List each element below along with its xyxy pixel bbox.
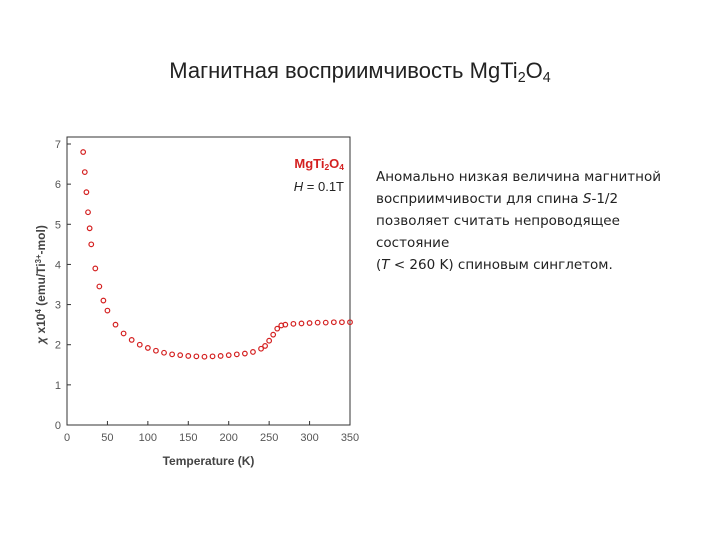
text-segment: H bbox=[294, 179, 304, 194]
text-segment: S bbox=[583, 191, 592, 207]
data-point bbox=[104, 307, 111, 314]
text-segment: x10 bbox=[34, 313, 48, 337]
y-tick-label: 0 bbox=[55, 420, 61, 432]
data-point bbox=[322, 319, 329, 326]
data-point bbox=[120, 330, 127, 337]
text-segment: χ bbox=[34, 336, 48, 346]
plot-frame bbox=[66, 136, 351, 426]
text-segment: 3+ bbox=[34, 254, 43, 263]
data-point bbox=[270, 331, 277, 338]
data-point bbox=[347, 319, 353, 326]
body-line: восприимчивости для спина S-1/2 bbox=[376, 191, 618, 207]
slide-title: Магнитная восприимчивость MgTi2O4 bbox=[169, 58, 551, 86]
data-point bbox=[314, 319, 321, 326]
data-point bbox=[201, 353, 208, 360]
body-line: Аномально низкая величина магнитной bbox=[376, 169, 661, 185]
text-segment: Аномально низкая величина магнитной bbox=[376, 169, 661, 185]
x-axis-label: Temperature (K) bbox=[163, 454, 255, 468]
body-line: (T < 260 K) спиновым синглетом. bbox=[376, 257, 613, 273]
data-point bbox=[112, 321, 119, 328]
x-tick-label: 300 bbox=[300, 432, 318, 444]
text-segment: T bbox=[381, 257, 391, 273]
text-segment: 4 bbox=[543, 70, 551, 86]
data-point bbox=[185, 353, 192, 359]
y-tick-label: 7 bbox=[55, 139, 61, 151]
text-segment: позволяет считать непроводящее bbox=[376, 213, 620, 229]
data-point bbox=[225, 352, 232, 359]
text-segment: O bbox=[526, 58, 543, 83]
y-axis-label: χ x104 (emu/Ti3+-mol) bbox=[34, 225, 48, 346]
x-tick-label: 100 bbox=[139, 432, 157, 444]
data-point bbox=[144, 345, 151, 351]
y-tick-label: 5 bbox=[55, 219, 61, 231]
data-point bbox=[88, 241, 95, 248]
data-point bbox=[274, 325, 281, 332]
data-point bbox=[330, 319, 337, 326]
text-segment: 4 bbox=[339, 162, 344, 172]
data-point bbox=[209, 353, 216, 360]
text-segment: O bbox=[329, 156, 339, 171]
data-point bbox=[136, 341, 143, 348]
text-segment: 2 bbox=[518, 70, 526, 86]
data-point bbox=[161, 349, 167, 356]
body-line: состояние bbox=[376, 235, 449, 251]
y-tick-label: 6 bbox=[55, 179, 61, 191]
x-tick-label: 150 bbox=[179, 432, 197, 444]
x-tick-label: 50 bbox=[101, 432, 113, 444]
x-tick-label: 350 bbox=[341, 432, 359, 444]
data-point bbox=[298, 320, 305, 327]
x-tick-label: 200 bbox=[220, 432, 238, 444]
data-point bbox=[85, 209, 91, 216]
x-tick-label: 0 bbox=[64, 432, 70, 444]
y-tick-label: 4 bbox=[55, 259, 61, 271]
y-tick-label: 2 bbox=[55, 340, 61, 352]
data-point bbox=[250, 349, 256, 355]
text-segment: < 260 K) спиновым синглетом. bbox=[390, 257, 613, 273]
data-point bbox=[86, 225, 93, 232]
data-point bbox=[177, 352, 184, 359]
text-segment: 4 bbox=[34, 309, 43, 314]
data-point bbox=[92, 265, 99, 272]
data-point bbox=[241, 350, 248, 357]
text-segment: Магнитная восприимчивость MgTi bbox=[169, 58, 517, 83]
y-tick-label: 1 bbox=[55, 380, 61, 392]
x-tick-label: 250 bbox=[260, 432, 278, 444]
text-segment: состояние bbox=[376, 235, 449, 251]
data-point bbox=[282, 321, 289, 328]
text-segment: восприимчивости для спина bbox=[376, 191, 583, 207]
annotation: MgTi2O4 bbox=[294, 156, 344, 172]
data-point bbox=[100, 297, 107, 304]
text-segment: -1/2 bbox=[591, 191, 618, 207]
text-segment: 2 bbox=[324, 162, 329, 172]
text-segment: = 0.1T bbox=[303, 179, 344, 194]
data-point bbox=[96, 283, 103, 290]
data-point bbox=[81, 169, 88, 176]
text-segment: -mol) bbox=[34, 225, 48, 254]
data-point bbox=[306, 320, 313, 326]
text-segment: Temperature (K) bbox=[163, 454, 255, 468]
data-point bbox=[339, 319, 345, 326]
data-point bbox=[128, 336, 135, 343]
annotation: H = 0.1T bbox=[294, 179, 344, 194]
body-line: позволяет считать непроводящее bbox=[376, 213, 620, 229]
data-point bbox=[80, 149, 87, 155]
text-segment: (emu/Ti bbox=[34, 263, 48, 309]
data-point bbox=[153, 347, 159, 354]
data-point bbox=[262, 343, 269, 349]
data-point bbox=[169, 351, 176, 358]
data-point bbox=[233, 351, 240, 358]
data-point bbox=[193, 353, 200, 360]
y-tick-label: 3 bbox=[55, 300, 61, 312]
text-segment: MgTi bbox=[294, 156, 324, 171]
data-point bbox=[217, 353, 224, 359]
data-point bbox=[290, 320, 297, 327]
data-point bbox=[83, 189, 90, 196]
data-point bbox=[266, 337, 273, 344]
data-point bbox=[258, 345, 264, 352]
text-segment: ( bbox=[376, 257, 381, 273]
